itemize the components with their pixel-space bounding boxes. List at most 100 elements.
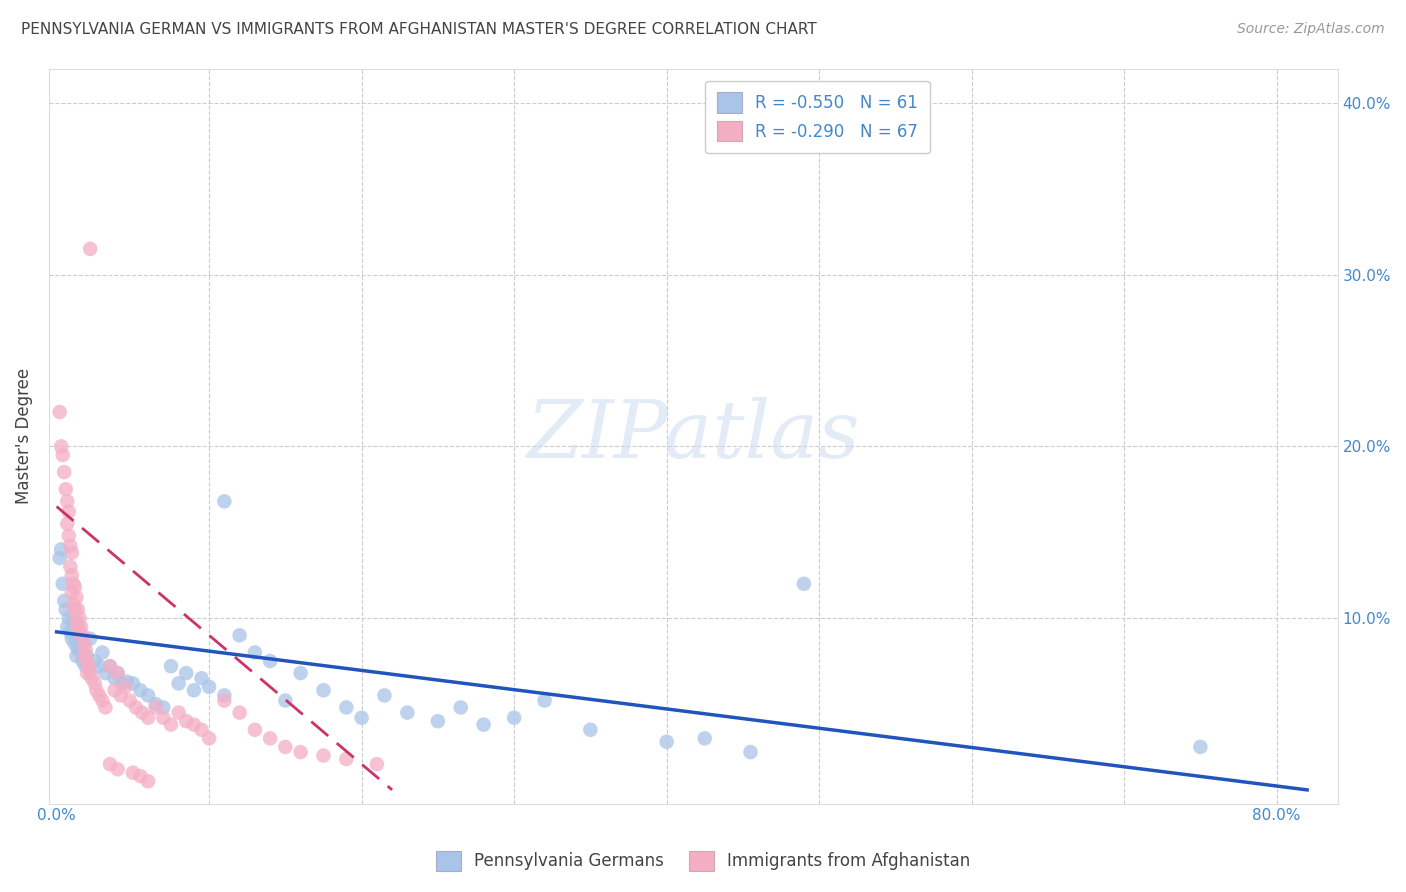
Y-axis label: Master's Degree: Master's Degree bbox=[15, 368, 32, 504]
Point bbox=[183, 683, 205, 698]
Text: ZIPatlas: ZIPatlas bbox=[527, 397, 860, 475]
Point bbox=[80, 671, 103, 685]
Point bbox=[58, 611, 80, 625]
Point bbox=[98, 757, 121, 772]
Point bbox=[73, 637, 96, 651]
Point bbox=[83, 676, 105, 690]
Point bbox=[66, 602, 89, 616]
Point bbox=[579, 723, 602, 737]
Point bbox=[65, 648, 87, 663]
Point bbox=[65, 615, 87, 629]
Point bbox=[94, 700, 117, 714]
Point bbox=[65, 591, 87, 605]
Point bbox=[107, 762, 129, 776]
Point bbox=[103, 683, 125, 698]
Point bbox=[98, 659, 121, 673]
Point bbox=[136, 774, 159, 789]
Point bbox=[290, 666, 312, 681]
Point bbox=[111, 676, 134, 690]
Point bbox=[52, 448, 75, 462]
Point bbox=[129, 769, 152, 783]
Point bbox=[58, 505, 80, 519]
Point bbox=[63, 580, 86, 594]
Point bbox=[52, 576, 75, 591]
Point bbox=[76, 648, 98, 663]
Point bbox=[58, 529, 80, 543]
Point bbox=[174, 666, 197, 681]
Point bbox=[72, 654, 94, 668]
Point bbox=[214, 689, 236, 703]
Point bbox=[243, 645, 266, 659]
Point bbox=[75, 659, 97, 673]
Point bbox=[114, 680, 136, 694]
Point bbox=[335, 752, 357, 766]
Point bbox=[73, 648, 96, 663]
Point bbox=[136, 689, 159, 703]
Point bbox=[110, 689, 132, 703]
Point bbox=[63, 637, 86, 651]
Point bbox=[48, 405, 70, 419]
Point bbox=[51, 542, 73, 557]
Point bbox=[145, 697, 167, 711]
Point bbox=[60, 568, 83, 582]
Point bbox=[115, 674, 138, 689]
Point bbox=[121, 765, 143, 780]
Point bbox=[228, 706, 250, 720]
Point bbox=[79, 666, 101, 681]
Point bbox=[373, 689, 395, 703]
Point bbox=[79, 632, 101, 646]
Point bbox=[59, 559, 82, 574]
Point bbox=[274, 739, 297, 754]
Point bbox=[62, 615, 84, 629]
Point bbox=[60, 546, 83, 560]
Point bbox=[91, 693, 114, 707]
Point bbox=[160, 659, 183, 673]
Point bbox=[183, 717, 205, 731]
Point bbox=[1189, 739, 1212, 754]
Point bbox=[59, 624, 82, 639]
Point bbox=[73, 637, 96, 651]
Point bbox=[79, 242, 101, 256]
Point bbox=[51, 439, 73, 453]
Point bbox=[740, 745, 762, 759]
Point bbox=[60, 632, 83, 646]
Point bbox=[793, 576, 815, 591]
Point bbox=[190, 671, 212, 685]
Text: Source: ZipAtlas.com: Source: ZipAtlas.com bbox=[1237, 22, 1385, 37]
Point bbox=[55, 602, 77, 616]
Text: PENNSYLVANIA GERMAN VS IMMIGRANTS FROM AFGHANISTAN MASTER'S DEGREE CORRELATION C: PENNSYLVANIA GERMAN VS IMMIGRANTS FROM A… bbox=[21, 22, 817, 37]
Point bbox=[533, 693, 555, 707]
Point bbox=[77, 659, 100, 673]
Point bbox=[228, 628, 250, 642]
Point bbox=[70, 620, 93, 634]
Point bbox=[55, 483, 77, 497]
Point bbox=[274, 693, 297, 707]
Point bbox=[198, 731, 221, 746]
Point bbox=[70, 645, 93, 659]
Point bbox=[655, 735, 678, 749]
Point bbox=[53, 594, 76, 608]
Point bbox=[94, 666, 117, 681]
Legend: Pennsylvania Germans, Immigrants from Afghanistan: Pennsylvania Germans, Immigrants from Af… bbox=[427, 842, 979, 880]
Point bbox=[66, 620, 89, 634]
Point bbox=[66, 642, 89, 657]
Point bbox=[98, 659, 121, 673]
Point bbox=[243, 723, 266, 737]
Point bbox=[62, 598, 84, 612]
Point bbox=[118, 693, 141, 707]
Point bbox=[76, 666, 98, 681]
Point bbox=[69, 611, 91, 625]
Point bbox=[56, 620, 79, 634]
Point bbox=[103, 671, 125, 685]
Point bbox=[152, 711, 174, 725]
Point bbox=[312, 748, 335, 763]
Point bbox=[472, 717, 495, 731]
Point bbox=[335, 700, 357, 714]
Point bbox=[136, 711, 159, 725]
Point bbox=[152, 700, 174, 714]
Point bbox=[396, 706, 419, 720]
Point bbox=[290, 745, 312, 759]
Point bbox=[160, 717, 183, 731]
Point bbox=[366, 757, 388, 772]
Point bbox=[89, 689, 111, 703]
